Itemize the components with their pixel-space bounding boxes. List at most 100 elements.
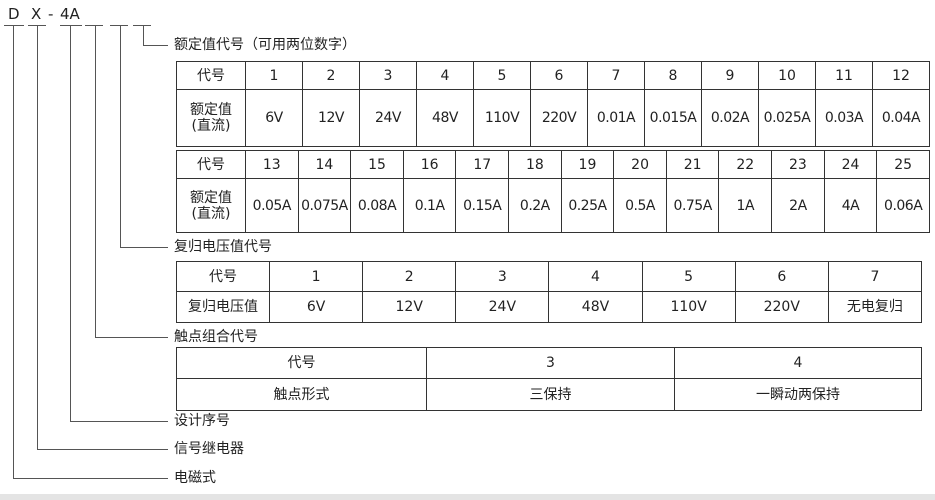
table-cell: 1: [245, 61, 303, 90]
underline: [60, 25, 82, 26]
table-cell: 0.5A: [613, 178, 667, 233]
table-cell: 3: [455, 261, 550, 292]
table-cell: 0.06A: [876, 178, 930, 233]
table-cell: 48V: [416, 89, 474, 147]
table-cell: 0.75A: [665, 178, 720, 233]
leader-line: [70, 421, 168, 422]
value-header: 触点形式: [176, 378, 427, 411]
table-cell: 19: [560, 150, 615, 179]
table-cell: 24V: [455, 291, 550, 323]
table-cell: 0.015A: [644, 89, 702, 147]
table-cell: 10: [758, 61, 816, 90]
table-cell: 4: [416, 61, 474, 90]
table-cell: 23: [771, 150, 825, 179]
bottom-bar: [0, 494, 935, 500]
table-cell: 12: [872, 61, 930, 90]
electromagnetic-label: 电磁式: [174, 470, 216, 486]
table-cell: 220V: [734, 291, 829, 323]
table-cell: 6V: [268, 291, 364, 323]
table-cell: 0.15A: [455, 178, 510, 233]
leader-line: [70, 25, 71, 422]
table-cell: 110V: [641, 291, 736, 323]
signal-label: 信号继电器: [174, 441, 244, 457]
value-header: 额定值 (直流): [176, 89, 246, 147]
table-cell: 三保持: [426, 378, 675, 411]
table-cell: 3: [426, 347, 675, 379]
table-cell: 2: [302, 61, 360, 90]
table-cell: 0.01A: [587, 89, 645, 147]
design-label: 设计序号: [174, 413, 230, 429]
table-cell: 7: [827, 261, 923, 292]
table-cell: 8: [644, 61, 702, 90]
code-header: 代号: [176, 261, 270, 292]
table-cell: 3: [359, 61, 417, 90]
code-header: 代号: [176, 150, 246, 179]
leader-line: [37, 449, 168, 450]
table-cell: 2: [362, 261, 457, 292]
table-cell: 24V: [359, 89, 417, 147]
table-cell: 一瞬动两保持: [674, 378, 922, 411]
table-cell: 7: [587, 61, 645, 90]
leader-line: [143, 25, 144, 46]
code-series: 4A: [60, 5, 80, 23]
table-cell: 0.2A: [508, 178, 562, 233]
value-header: 复归电压值: [176, 291, 270, 323]
table-cell: 5: [473, 61, 531, 90]
underline: [133, 25, 151, 26]
table-cell: 0.02A: [701, 89, 759, 147]
table-cell: 16: [402, 150, 457, 179]
table-cell: 14: [297, 150, 352, 179]
table-cell: 17: [455, 150, 510, 179]
underline: [110, 25, 128, 26]
table-cell: 0.08A: [350, 178, 404, 233]
leader-line: [13, 25, 14, 479]
code-header: 代号: [176, 61, 246, 90]
contact-table: 代号 3 4 触点形式 三保持 一瞬动两保持: [176, 347, 922, 411]
leader-line: [13, 478, 168, 479]
code-d: D: [8, 5, 20, 23]
table-cell: 0.25A: [560, 178, 615, 233]
table-cell: 5: [641, 261, 736, 292]
table-cell: 0.04A: [872, 89, 930, 147]
table-cell: 12V: [362, 291, 457, 323]
table-cell: 无电复归: [827, 291, 923, 323]
code-header: 代号: [176, 347, 427, 379]
table-cell: 0.1A: [402, 178, 457, 233]
table-cell: 22: [718, 150, 773, 179]
table-cell: 4: [548, 261, 643, 292]
table-cell: 25: [876, 150, 930, 179]
value-header: 额定值 (直流): [176, 178, 246, 233]
rated-table-2: 代号 13 14 15 16 17 18 19 20 21 22 23 24 25 额定值 (直流) 0.0…: [176, 150, 930, 233]
table-cell: 4A: [823, 178, 878, 233]
table-cell: 12V: [302, 89, 360, 147]
leader-line: [143, 45, 168, 46]
table-cell: 15: [350, 150, 404, 179]
table-cell: 1A: [718, 178, 773, 233]
underline: [4, 25, 24, 26]
table-cell: 6: [734, 261, 829, 292]
leader-line: [95, 25, 96, 338]
leader-line: [37, 25, 38, 450]
table-cell: 220V: [530, 89, 588, 147]
underline: [85, 25, 103, 26]
leader-line: [120, 247, 168, 248]
table-cell: 24: [823, 150, 878, 179]
reset-label: 复归电压值代号: [174, 239, 272, 255]
table-cell: 48V: [548, 291, 643, 323]
table-cell: 6: [530, 61, 588, 90]
rated-label: 额定值代号（可用两位数字）: [174, 37, 356, 53]
table-cell: 13: [245, 150, 299, 179]
leader-line: [95, 337, 168, 338]
table-cell: 20: [613, 150, 667, 179]
table-cell: 0.03A: [815, 89, 873, 147]
table-cell: 0.075A: [297, 178, 352, 233]
leader-line: [120, 25, 121, 248]
contact-label: 触点组合代号: [174, 329, 258, 345]
table-cell: 18: [508, 150, 562, 179]
table-cell: 6V: [245, 89, 303, 147]
table-cell: 2A: [771, 178, 825, 233]
rated-table-1: 代号 1 2 3 4 5 6 7 8 9 10 11 12 额定值 (直流) 6V 12V 24V 48V 110…: [176, 61, 930, 147]
table-cell: 0.025A: [758, 89, 816, 147]
table-cell: 1: [268, 261, 364, 292]
table-cell: 0.05A: [245, 178, 299, 233]
